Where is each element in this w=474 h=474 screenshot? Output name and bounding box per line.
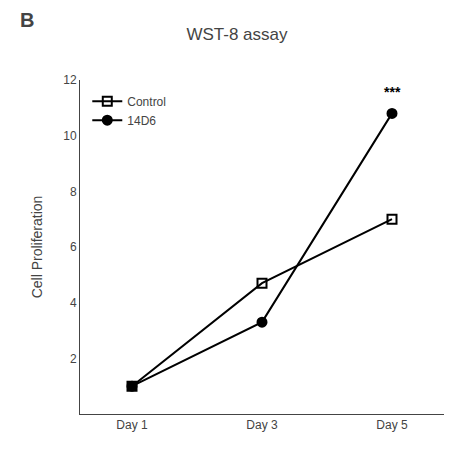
svg-text:Control: Control: [127, 95, 166, 109]
svg-text:Day 1: Day 1: [116, 418, 148, 432]
svg-text:8: 8: [70, 185, 77, 199]
svg-text:4: 4: [70, 296, 77, 310]
svg-text:10: 10: [63, 129, 77, 143]
svg-text:Cell Proliferation: Cell Proliferation: [29, 196, 45, 299]
svg-text:B: B: [20, 9, 34, 31]
svg-text:Day 5: Day 5: [376, 418, 408, 432]
svg-text:14D6: 14D6: [127, 114, 156, 128]
svg-text:Day 3: Day 3: [246, 418, 278, 432]
svg-text:2: 2: [70, 352, 77, 366]
svg-text:12: 12: [63, 73, 77, 87]
svg-text:***: ***: [384, 84, 401, 100]
svg-text:6: 6: [70, 240, 77, 254]
svg-text:WST-8 assay: WST-8 assay: [186, 25, 288, 44]
